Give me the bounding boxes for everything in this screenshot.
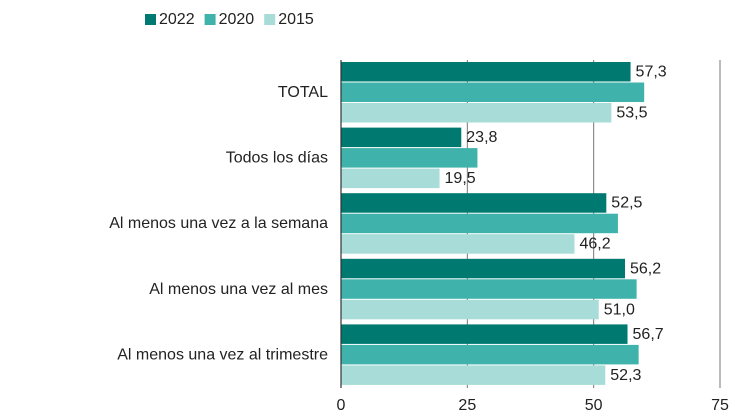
value-label: 46,2 bbox=[579, 236, 610, 253]
legend-label: 2022 bbox=[159, 11, 195, 28]
legend-label: 2015 bbox=[278, 11, 314, 28]
legend-swatch bbox=[264, 14, 276, 25]
x-tick-label: 25 bbox=[458, 397, 476, 414]
x-tick-label: 50 bbox=[585, 397, 603, 414]
bar bbox=[341, 213, 618, 234]
bar bbox=[341, 168, 440, 189]
value-label: 56,2 bbox=[630, 260, 661, 277]
bar bbox=[341, 193, 607, 213]
legend-swatch bbox=[204, 14, 216, 25]
bar bbox=[341, 148, 478, 168]
y-tick-label: Todos los días bbox=[226, 150, 328, 167]
value-label: 56,7 bbox=[633, 326, 664, 343]
value-label: 23,8 bbox=[466, 129, 497, 146]
bar bbox=[341, 324, 628, 344]
bar bbox=[341, 344, 639, 365]
bar bbox=[341, 234, 575, 254]
bar bbox=[341, 258, 625, 279]
bar bbox=[341, 103, 612, 123]
y-tick-label: TOTAL bbox=[278, 84, 328, 101]
bar bbox=[341, 62, 631, 82]
bar bbox=[341, 279, 637, 299]
y-tick-label: Al menos una vez a la semana bbox=[109, 215, 328, 232]
x-tick-label: 0 bbox=[337, 397, 346, 414]
x-tick-label: 75 bbox=[711, 397, 729, 414]
value-label: 53,5 bbox=[616, 104, 647, 121]
value-label: 57,3 bbox=[636, 63, 667, 80]
bar bbox=[341, 82, 645, 102]
bar bbox=[341, 299, 599, 320]
value-label: 19,5 bbox=[445, 170, 476, 187]
value-label: 51,0 bbox=[604, 301, 635, 318]
value-label: 52,3 bbox=[610, 367, 641, 384]
bar bbox=[341, 127, 462, 148]
value-label: 52,5 bbox=[611, 195, 642, 212]
legend-label: 2020 bbox=[219, 11, 255, 28]
bar bbox=[341, 365, 606, 385]
legend-swatch bbox=[145, 14, 156, 25]
y-tick-label: Al menos una vez al mes bbox=[149, 281, 328, 298]
y-tick-label: Al menos una vez al trimestre bbox=[117, 346, 328, 363]
